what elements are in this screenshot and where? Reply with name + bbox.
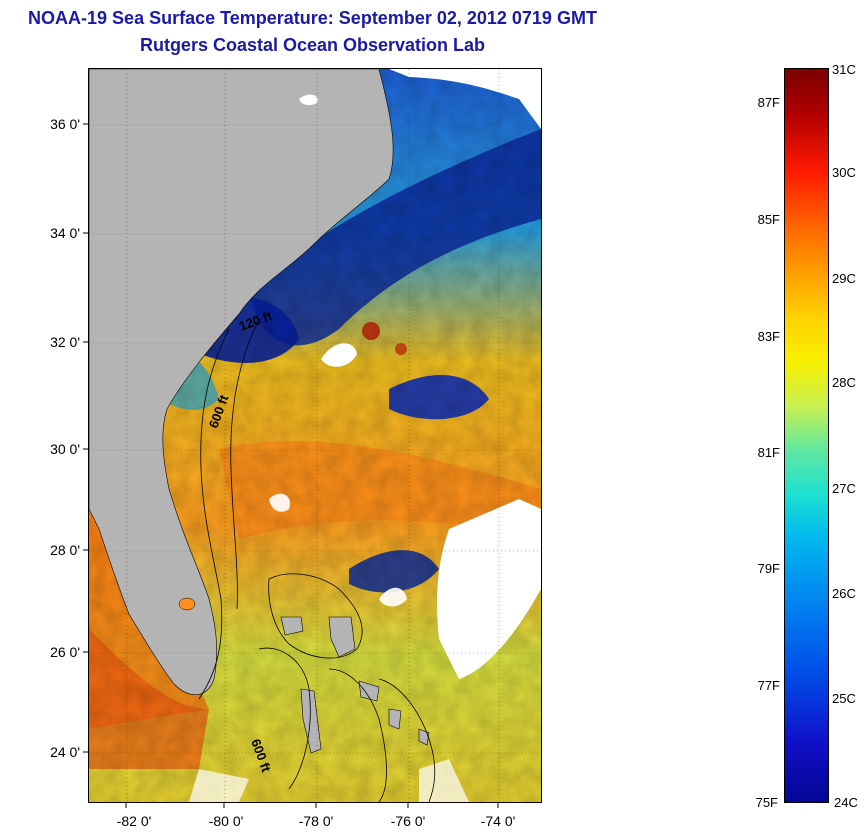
- sst-map[interactable]: 120 ft 600 ft 600 ft: [88, 68, 542, 803]
- colorbar-c-31: 31C: [832, 62, 856, 77]
- colorbar-f-87: 87F: [757, 95, 780, 110]
- map-title: NOAA-19 Sea Surface Temperature: Septemb…: [28, 8, 597, 28]
- colorbar-c-28: 28C: [832, 375, 856, 390]
- colorbar-c-30: 30C: [832, 165, 856, 180]
- lat-label-36: 36 0': [50, 116, 80, 132]
- lon-label-80: -80 0': [208, 813, 244, 829]
- depth-contours: [198, 318, 436, 802]
- colorbar-f-77: 77F: [757, 678, 780, 693]
- lon-label-74: -74 0': [480, 813, 516, 829]
- colorbar-c-24: 24C: [834, 795, 858, 810]
- lon-label-82: -82 0': [116, 813, 152, 829]
- colorbar-c-26: 26C: [832, 586, 856, 601]
- lat-label-30: 30 0': [50, 441, 80, 457]
- colorbar-f-81: 81F: [757, 445, 780, 460]
- land-bahamas: [280, 616, 430, 754]
- colorbar-c-25: 25C: [832, 691, 856, 706]
- lat-label-34: 34 0': [50, 225, 80, 241]
- graticule: [89, 69, 541, 802]
- lat-label-32: 32 0': [50, 334, 80, 350]
- colorbar-f-75: 75F: [755, 795, 778, 810]
- colorbar-c-27: 27C: [832, 481, 856, 496]
- lon-label-78: -78 0': [298, 813, 334, 829]
- colorbar-c-29: 29C: [832, 271, 856, 286]
- cloud-cover: [189, 69, 541, 802]
- lat-label-28: 28 0': [50, 542, 80, 558]
- colorbar-f-85: 85F: [757, 212, 780, 227]
- lon-label-76: -76 0': [390, 813, 426, 829]
- temperature-colorbar: [784, 68, 829, 803]
- colorbar-f-83: 83F: [757, 329, 780, 344]
- colorbar-f-79: 79F: [757, 561, 780, 576]
- sst-map-graphic: 120 ft 600 ft 600 ft: [89, 69, 541, 802]
- lat-label-26: 26 0': [50, 644, 80, 660]
- lat-label-24: 24 0': [50, 744, 80, 760]
- map-subtitle: Rutgers Coastal Ocean Observation Lab: [139, 35, 486, 55]
